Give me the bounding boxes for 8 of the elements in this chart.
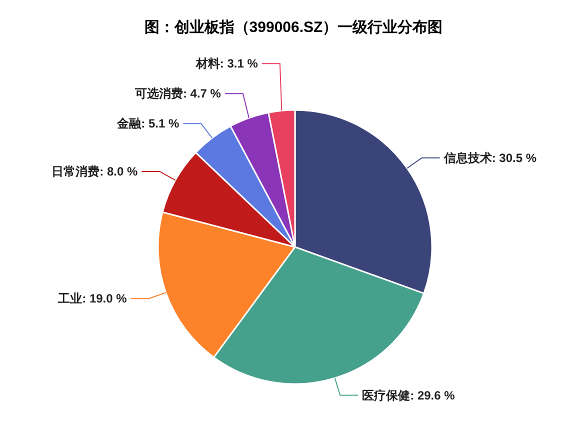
slice-label: 材料: 3.1 % (194, 56, 258, 71)
slice-label: 工业: 19.0 % (57, 292, 128, 306)
slice-label: 日常消费: 8.0 % (52, 164, 138, 178)
chart-title: 图：创业板指（399006.SZ）一级行业分布图 (144, 19, 443, 36)
slice-label: 信息技术: 30.5 % (442, 150, 537, 165)
slice-label: 可选消费: 4.7 % (134, 86, 222, 101)
slice-label: 医疗保健: 29.6 % (362, 388, 456, 402)
slice-label: 金融: 5.1 % (116, 116, 180, 131)
